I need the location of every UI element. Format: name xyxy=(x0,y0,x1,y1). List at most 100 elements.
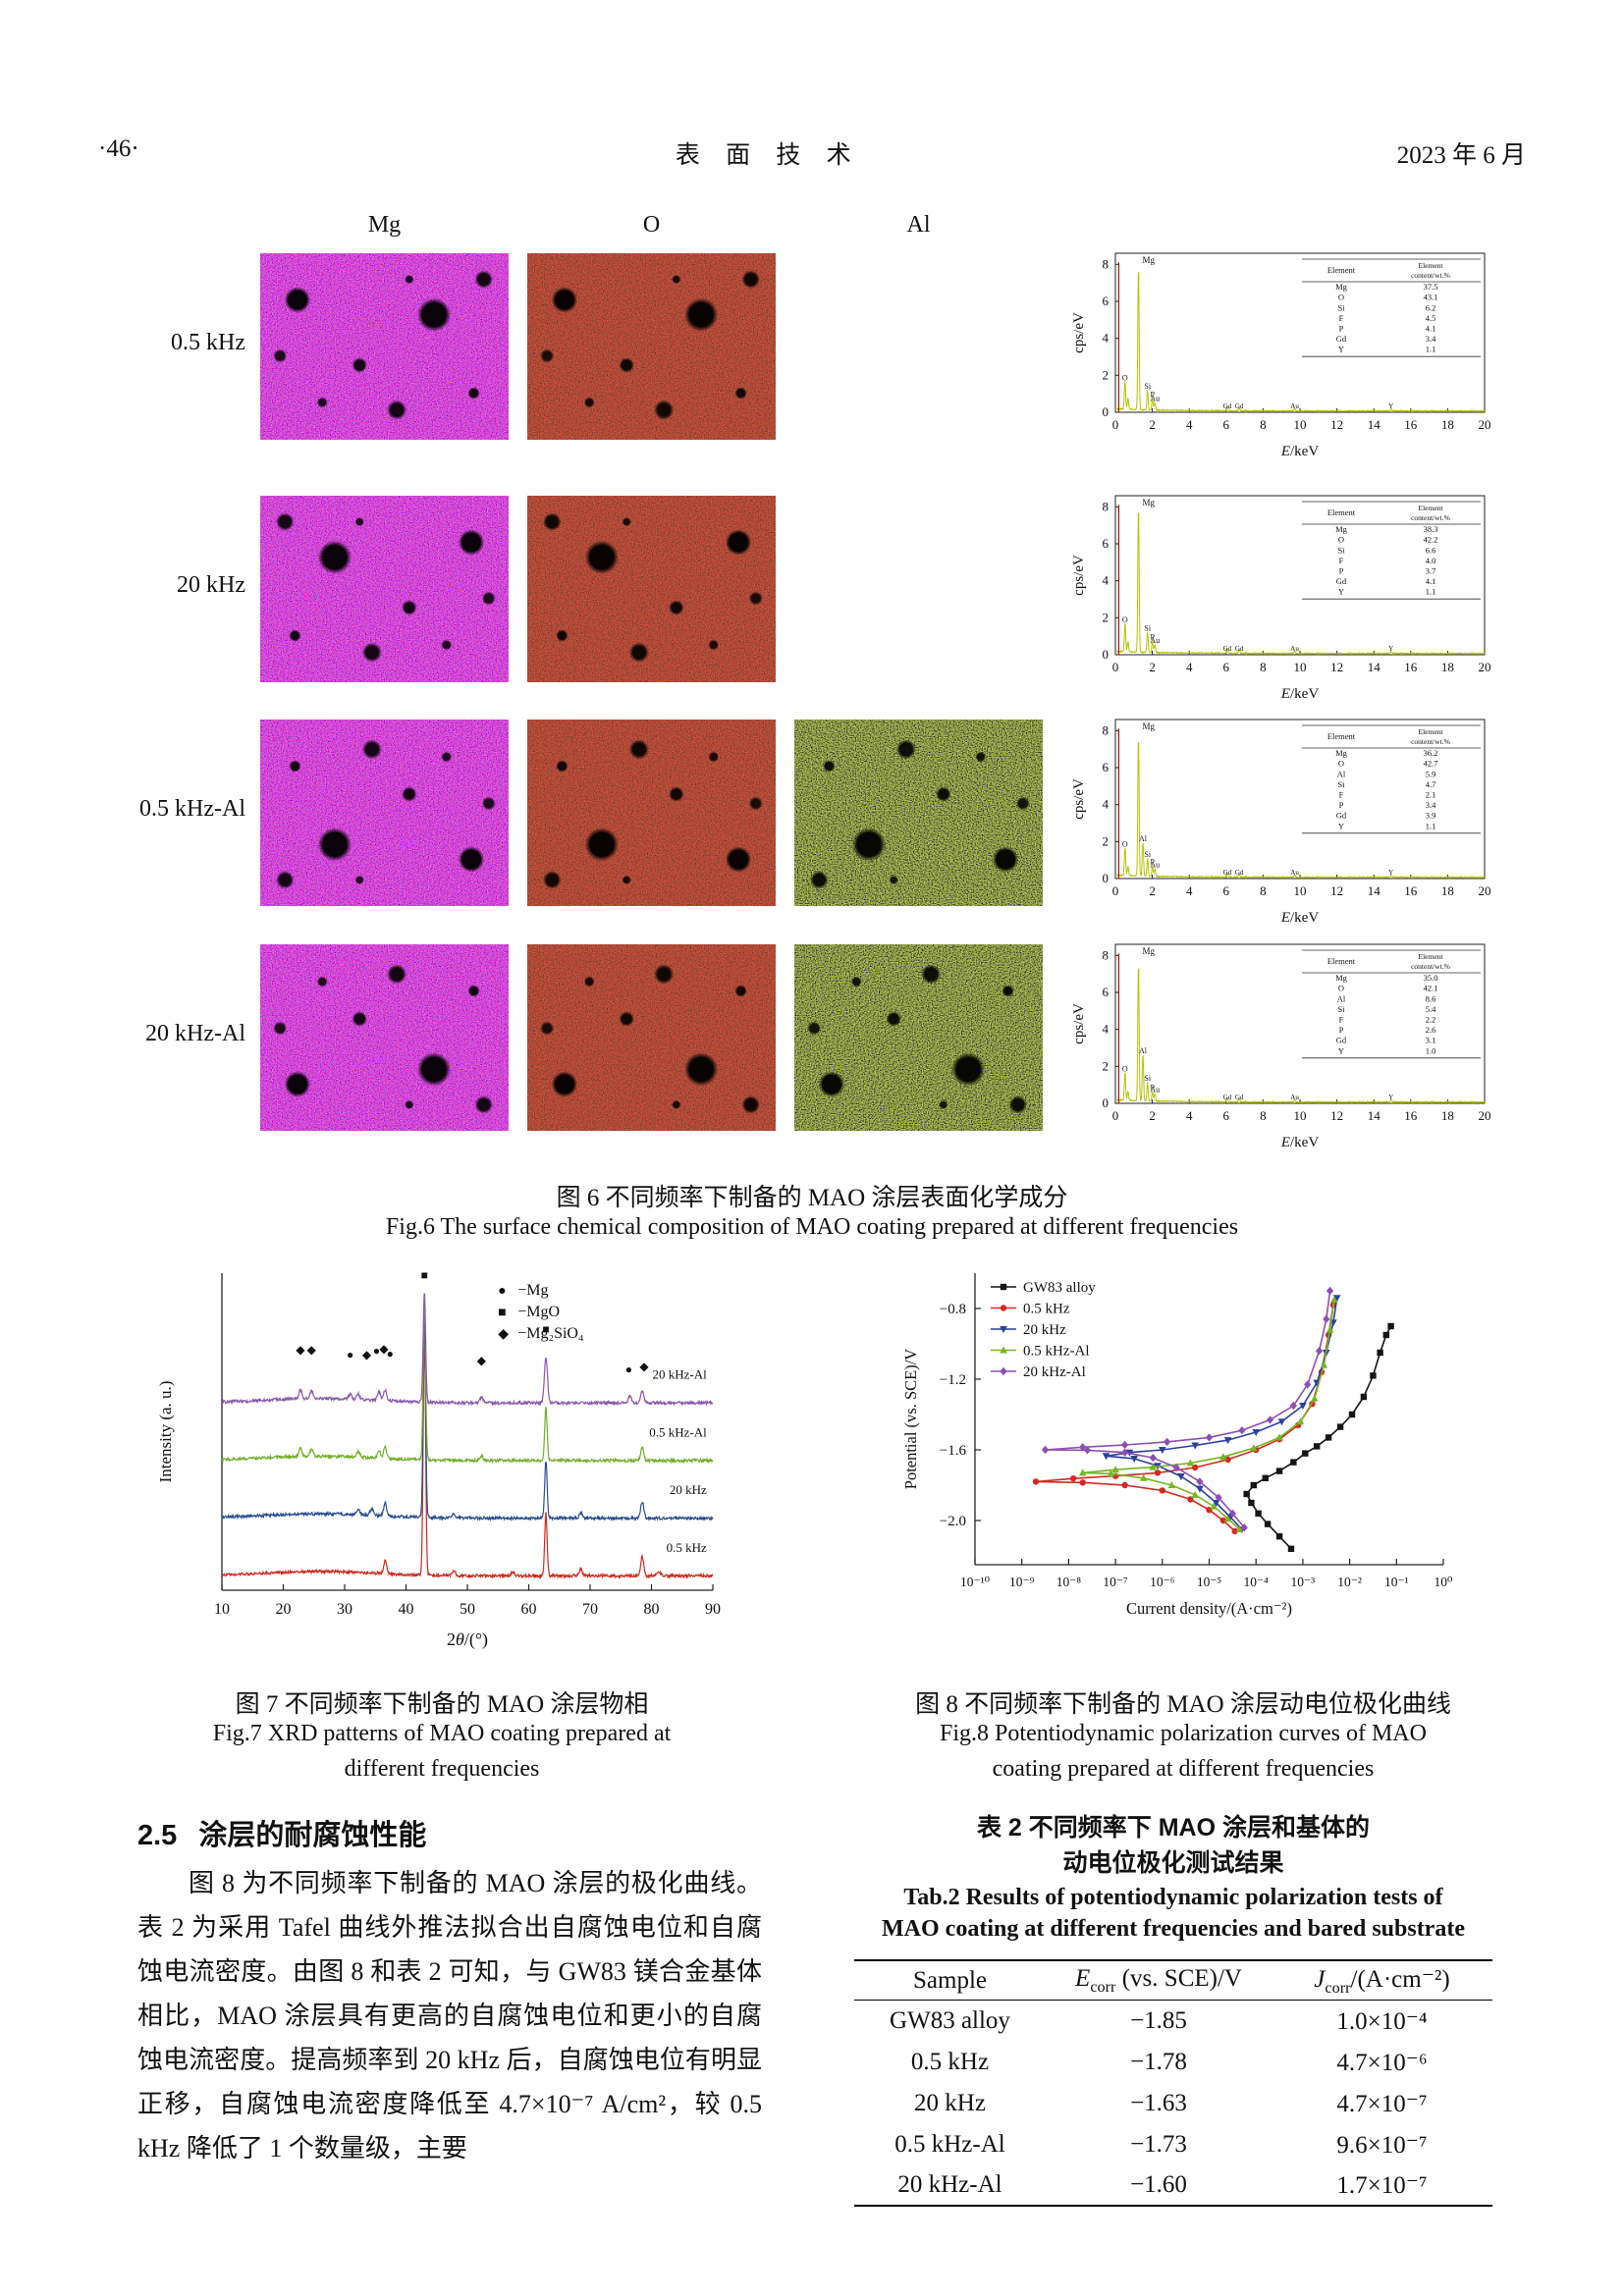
svg-text:−2.0: −2.0 xyxy=(940,1514,966,1529)
xrd-chart: 10 20 30 40 50 60 70 80 90 2θ/(°) Intensity (a. u.… xyxy=(156,1268,721,1650)
svg-text:P: P xyxy=(1339,800,1344,810)
svg-text:10⁻²: 10⁻² xyxy=(1337,1575,1362,1589)
svg-text:■: ■ xyxy=(421,1268,428,1282)
svg-text:8: 8 xyxy=(1103,947,1110,962)
svg-text:Gd: Gd xyxy=(1223,869,1232,877)
svg-text:Y: Y xyxy=(1338,1045,1344,1055)
svg-text:Y: Y xyxy=(1338,345,1344,354)
svg-text:P: P xyxy=(1339,566,1344,576)
svg-text:Si: Si xyxy=(1337,1004,1345,1014)
svg-text:◆: ◆ xyxy=(307,1343,317,1357)
svg-text:38.3: 38.3 xyxy=(1424,524,1438,534)
eds-spectrum-chart: 0 2 4 6 8 10 12 14 16 18 2002468cps/eVE/keVOMgSiPA… xyxy=(1071,495,1491,702)
svg-text:30: 30 xyxy=(337,1601,352,1618)
svg-text:4: 4 xyxy=(1186,417,1193,432)
svg-text:0.5 kHz-Al: 0.5 kHz-Al xyxy=(1023,1344,1090,1360)
svg-text:5.9: 5.9 xyxy=(1426,769,1436,778)
svg-text:5.4: 5.4 xyxy=(1426,1004,1436,1014)
table2-row: 20 kHz −1.63 4.7×10⁻⁷ xyxy=(854,2083,1492,2124)
fig8-caption-cn: 图 8 不同频率下制备的 MAO 涂层动电位极化曲线 xyxy=(915,1691,1451,1718)
svg-text:0.5 kHz: 0.5 kHz xyxy=(1023,1302,1070,1317)
eds-spectrum-chart: 0 2 4 6 8 10 12 14 16 18 2002468cps/eVE/keVOMgSiPA… xyxy=(1071,252,1491,459)
svg-text:6: 6 xyxy=(1103,536,1110,551)
svg-text:10⁻⁵: 10⁻⁵ xyxy=(1197,1575,1222,1589)
svg-text:O: O xyxy=(1122,374,1128,383)
svg-text:◆: ◆ xyxy=(379,1342,389,1356)
svg-text:Gd: Gd xyxy=(1336,811,1347,821)
svg-text:P: P xyxy=(1339,1025,1344,1035)
pore-overlay xyxy=(794,944,1043,1131)
svg-text:14: 14 xyxy=(1368,883,1381,898)
svg-text:10: 10 xyxy=(1294,660,1307,674)
fig6-al-map xyxy=(794,944,1043,1131)
svg-text:10⁻⁷: 10⁻⁷ xyxy=(1103,1575,1128,1589)
page-number: ·46· xyxy=(98,135,139,162)
svg-text:cps/eV: cps/eV xyxy=(1071,1003,1087,1044)
svg-text:P: P xyxy=(1151,858,1156,867)
svg-text:Y: Y xyxy=(1338,821,1344,830)
svg-text:16: 16 xyxy=(1404,1108,1418,1123)
svg-text:content/wt.%: content/wt.% xyxy=(1411,962,1450,971)
svg-text:20 kHz: 20 kHz xyxy=(1023,1322,1066,1338)
svg-text:Al: Al xyxy=(1139,1046,1148,1055)
svg-text:P: P xyxy=(1151,1084,1156,1093)
svg-text:Y: Y xyxy=(1388,645,1393,653)
svg-text:Au: Au xyxy=(1290,645,1299,653)
svg-text:F: F xyxy=(1339,790,1344,800)
fig8-caption-en2: coating prepared at different frequencie… xyxy=(992,1756,1375,1782)
svg-text:Mg: Mg xyxy=(1143,498,1156,507)
svg-text:12: 12 xyxy=(1330,660,1343,674)
svg-text:0: 0 xyxy=(1103,647,1110,662)
svg-text:6: 6 xyxy=(1223,660,1230,674)
svg-text:4.0: 4.0 xyxy=(1426,556,1436,565)
svg-text:O: O xyxy=(1338,984,1344,993)
svg-text:4: 4 xyxy=(1186,1108,1193,1123)
svg-text:2: 2 xyxy=(1103,610,1110,624)
svg-text:Y: Y xyxy=(1388,1094,1393,1101)
svg-text:6: 6 xyxy=(1103,294,1110,308)
svg-text:Si: Si xyxy=(1337,779,1345,789)
svg-text:Gd: Gd xyxy=(1235,645,1244,653)
svg-text:80: 80 xyxy=(644,1601,660,1618)
svg-text:8: 8 xyxy=(1260,1108,1267,1123)
svg-text:0: 0 xyxy=(1103,871,1110,885)
fig6-caption-en: Fig.6 The surface chemical composition o… xyxy=(385,1214,1239,1240)
svg-text:10⁻⁸: 10⁻⁸ xyxy=(1056,1575,1082,1589)
svg-text:Au: Au xyxy=(1150,860,1160,869)
svg-text:F: F xyxy=(1339,556,1344,565)
fig8-polarization-figure: 10⁻¹⁰ 10⁻⁹ 10⁻⁸ 10⁻⁷ 10⁻⁶ 10⁻⁵ 10⁻⁴ 10⁻³ 10⁻² 10⁻… xyxy=(889,1258,1478,1671)
svg-text:6: 6 xyxy=(1103,760,1110,774)
svg-text:10: 10 xyxy=(214,1601,230,1618)
svg-text:4.1: 4.1 xyxy=(1426,324,1436,334)
svg-text:content/wt.%: content/wt.% xyxy=(1411,737,1450,746)
svg-text:Mg: Mg xyxy=(1335,748,1348,758)
svg-text:50: 50 xyxy=(460,1601,475,1618)
svg-text:3.1: 3.1 xyxy=(1426,1036,1436,1045)
svg-text:14: 14 xyxy=(1368,660,1381,674)
svg-text:P: P xyxy=(1151,391,1156,400)
svg-text:2.6: 2.6 xyxy=(1426,1025,1436,1035)
svg-text:◆: ◆ xyxy=(498,1327,509,1342)
svg-text:Si: Si xyxy=(1144,1074,1151,1083)
svg-text:Intensity (a. u.): Intensity (a. u.) xyxy=(156,1381,175,1483)
svg-text:8: 8 xyxy=(1260,883,1267,898)
fig6-mg-map xyxy=(260,253,509,440)
fig6-col-label-o: O xyxy=(642,212,661,238)
fig7-caption-en1: Fig.7 XRD patterns of MAO coating prepar… xyxy=(212,1721,672,1746)
svg-text:cps/eV: cps/eV xyxy=(1071,555,1087,596)
svg-text:20: 20 xyxy=(1479,883,1491,898)
pore-overlay xyxy=(527,496,776,682)
table2-row: 0.5 kHz −1.78 4.7×10⁻⁶ xyxy=(854,2042,1492,2083)
svg-text:10⁻³: 10⁻³ xyxy=(1291,1575,1316,1589)
table2: Sample Ecorr (vs. SCE)/V Jcorr/(A·cm⁻²) … xyxy=(854,1959,1492,2207)
svg-text:10: 10 xyxy=(1294,1108,1307,1123)
svg-text:E/keV: E/keV xyxy=(1280,444,1319,459)
eds-spectrum-chart: 0 2 4 6 8 10 12 14 16 18 2002468cps/eVE/keVOMgAlSi… xyxy=(1071,719,1491,926)
svg-text:3.4: 3.4 xyxy=(1426,334,1436,344)
svg-text:8: 8 xyxy=(1103,256,1110,271)
svg-text:■: ■ xyxy=(542,1322,549,1336)
fig6-col-label-mg: Mg xyxy=(367,212,402,238)
svg-text:Element: Element xyxy=(1327,265,1356,275)
svg-text:2: 2 xyxy=(1103,367,1110,382)
table2-row: GW83 alloy −1.85 1.0×10⁻⁴ xyxy=(854,2001,1492,2042)
